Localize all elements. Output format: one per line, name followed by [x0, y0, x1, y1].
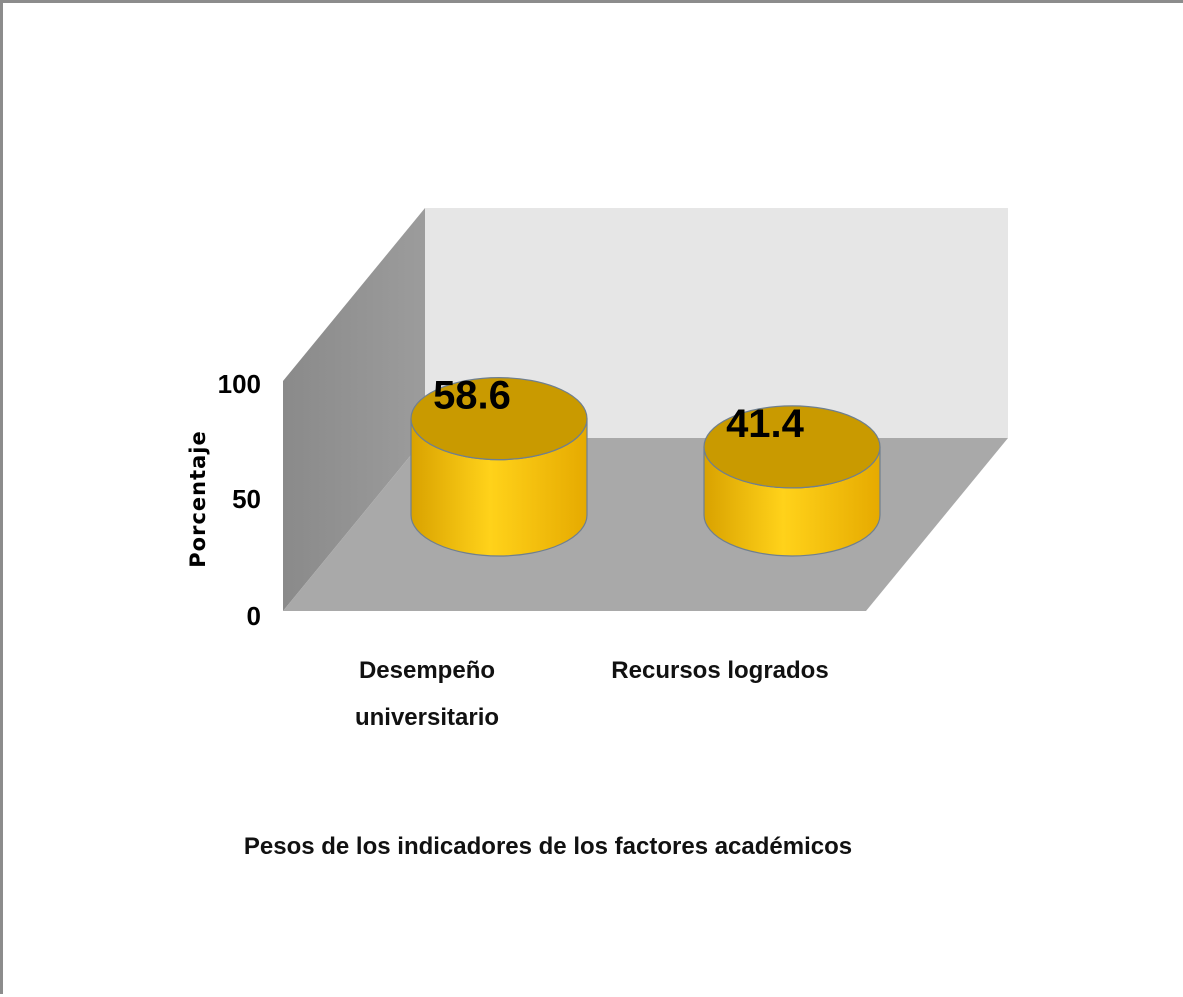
side-wall — [283, 208, 425, 611]
bars-group: 58.6 41.4 — [410, 374, 881, 557]
data-label: 41.4 — [726, 402, 805, 446]
bar-top-0 — [410, 377, 588, 461]
bar-top-1 — [703, 405, 881, 489]
data-label: 58.6 — [433, 374, 511, 418]
y-tick-label: 100 — [218, 369, 261, 399]
x-axis-title: Pesos de los indicadores de los factores… — [244, 833, 852, 860]
y-tick-label: 0 — [247, 601, 261, 631]
x-category-label: universitario — [355, 704, 499, 731]
x-category-label: Recursos logrados — [611, 657, 828, 684]
bar-chart: 100 50 0 Porcentaje 58.6 41.4 Desempeño u… — [186, 208, 1008, 860]
back-wall — [425, 208, 1008, 438]
y-tick-label: 50 — [232, 484, 261, 514]
x-category-label: Desempeño — [359, 657, 495, 684]
y-axis-title: Porcentaje — [186, 430, 210, 567]
